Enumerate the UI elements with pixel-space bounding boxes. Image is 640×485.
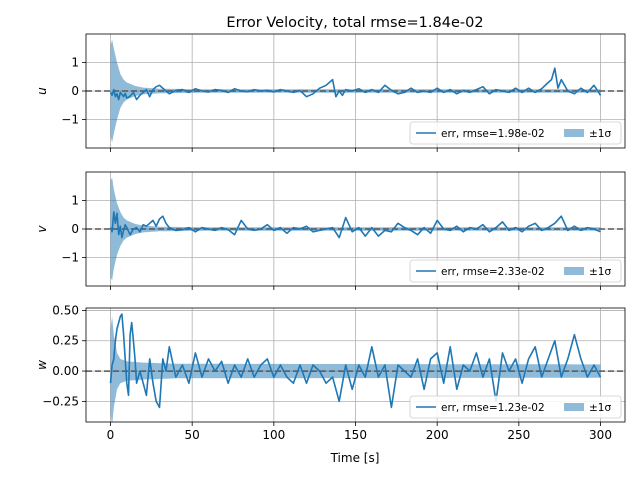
y-tick-label: −1 bbox=[61, 113, 79, 127]
y-tick-label: 0.25 bbox=[52, 334, 79, 348]
x-tick-label: 100 bbox=[262, 428, 285, 442]
plot-layer bbox=[86, 39, 625, 143]
y-tick-label: 1 bbox=[71, 194, 79, 208]
legend: err, rmse=2.33e-02 ±1σ bbox=[409, 259, 622, 283]
error-series-line bbox=[109, 67, 602, 101]
legend-sigma-label: ±1σ bbox=[589, 128, 611, 140]
x-tick-label: 250 bbox=[507, 428, 530, 442]
sigma-band bbox=[110, 316, 601, 422]
x-tick-label: 150 bbox=[344, 428, 367, 442]
legend-err-label: err, rmse=2.33e-02 bbox=[441, 266, 545, 278]
subplot-u: −1 0 1 u err, rmse=1.98e-02 ±1σ bbox=[35, 33, 626, 152]
y-tick-label: 0 bbox=[71, 84, 79, 98]
x-tick-label: 300 bbox=[589, 428, 612, 442]
legend-err-label: err, rmse=1.23e-02 bbox=[441, 402, 545, 414]
plot-layer bbox=[86, 313, 625, 422]
error-series-line bbox=[109, 313, 602, 409]
y-tick-label: 1 bbox=[71, 56, 79, 70]
y-tick-label: 0 bbox=[71, 222, 79, 236]
legend-sigma-swatch bbox=[564, 403, 584, 411]
chart-title: Error Velocity, total rmse=1.84e-02 bbox=[226, 15, 483, 31]
x-tick-label: 200 bbox=[426, 428, 449, 442]
legend-box bbox=[409, 121, 622, 145]
legend-err-label: err, rmse=1.98e-02 bbox=[441, 128, 545, 140]
legend-sigma-swatch bbox=[564, 129, 584, 137]
y-axis-label: w bbox=[35, 360, 49, 370]
legend-sigma-label: ±1σ bbox=[589, 266, 611, 278]
subplot-w: −0.25 0.00 0.25 0.50 0 50 100 150 200 250 300 w err,… bbox=[35, 303, 626, 442]
x-tick-label: 0 bbox=[107, 428, 115, 442]
legend-box bbox=[409, 259, 622, 283]
y-axis-label: u bbox=[35, 87, 49, 95]
y-tick-label: −1 bbox=[61, 251, 79, 265]
y-tick-label: −0.25 bbox=[42, 394, 79, 408]
legend-box bbox=[409, 395, 622, 419]
legend-sigma-label: ±1σ bbox=[589, 402, 611, 414]
subplot-v: −1 0 1 v err, rmse=2.33e-02 ±1σ bbox=[35, 171, 626, 290]
y-axis-label: v bbox=[35, 225, 49, 233]
x-tick-label: 50 bbox=[185, 428, 200, 442]
y-tick-label: 0.50 bbox=[52, 303, 79, 317]
sigma-band bbox=[110, 39, 601, 143]
plot-layer bbox=[86, 177, 625, 281]
legend: err, rmse=1.23e-02 ±1σ bbox=[409, 395, 622, 419]
error-series-line bbox=[109, 211, 601, 239]
legend: err, rmse=1.98e-02 ±1σ bbox=[409, 121, 622, 145]
y-tick-label: 0.00 bbox=[52, 364, 79, 378]
legend-sigma-swatch bbox=[564, 267, 584, 275]
x-axis-label: Time [s] bbox=[330, 451, 380, 465]
